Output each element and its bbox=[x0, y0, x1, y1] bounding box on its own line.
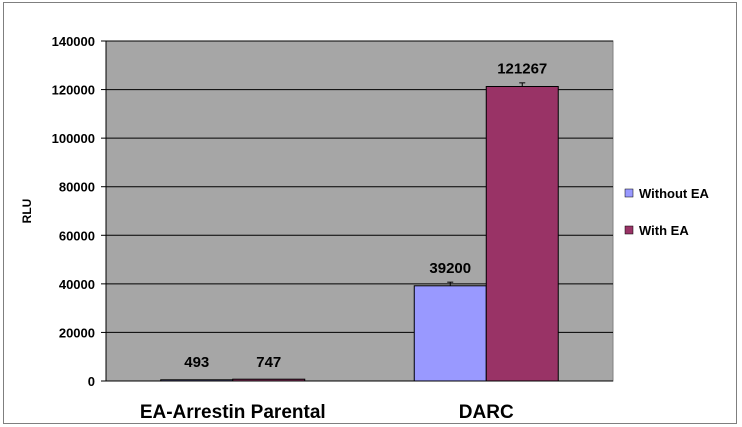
legend-label: With EA bbox=[639, 223, 689, 238]
y-tick-label: 140000 bbox=[52, 34, 95, 49]
x-axis-categories: EA-Arrestin Parental DARC bbox=[140, 402, 514, 423]
y-axis-ticks: 0 20000 40000 60000 80000 100000 120000 140000 bbox=[52, 34, 106, 389]
data-label: 121267 bbox=[497, 60, 547, 77]
x-category-label: EA-Arrestin Parental bbox=[140, 402, 326, 423]
bar-with-ea-1 bbox=[485, 85, 559, 382]
data-label: 747 bbox=[256, 354, 281, 371]
y-tick-label: 100000 bbox=[52, 131, 95, 146]
legend-swatch bbox=[624, 188, 634, 198]
y-tick-label: 120000 bbox=[52, 83, 95, 98]
y-axis-label: RLU bbox=[20, 199, 34, 224]
data-labels: 493 747 39200 121267 bbox=[184, 60, 547, 371]
legend-label: Without EA bbox=[639, 186, 710, 201]
y-tick-label: 80000 bbox=[59, 180, 95, 195]
legend-swatch bbox=[624, 225, 634, 235]
error-bars bbox=[447, 82, 526, 286]
y-tick-label: 60000 bbox=[59, 228, 95, 243]
bar-without-ea-1 bbox=[413, 285, 487, 382]
y-tick-label: 0 bbox=[88, 374, 95, 389]
x-category-label: DARC bbox=[459, 402, 514, 423]
data-label: 39200 bbox=[429, 260, 471, 277]
legend: Without EA With EA bbox=[624, 186, 710, 238]
y-tick-label: 20000 bbox=[59, 325, 95, 340]
y-tick-label: 40000 bbox=[59, 277, 95, 292]
data-label: 493 bbox=[184, 354, 209, 371]
